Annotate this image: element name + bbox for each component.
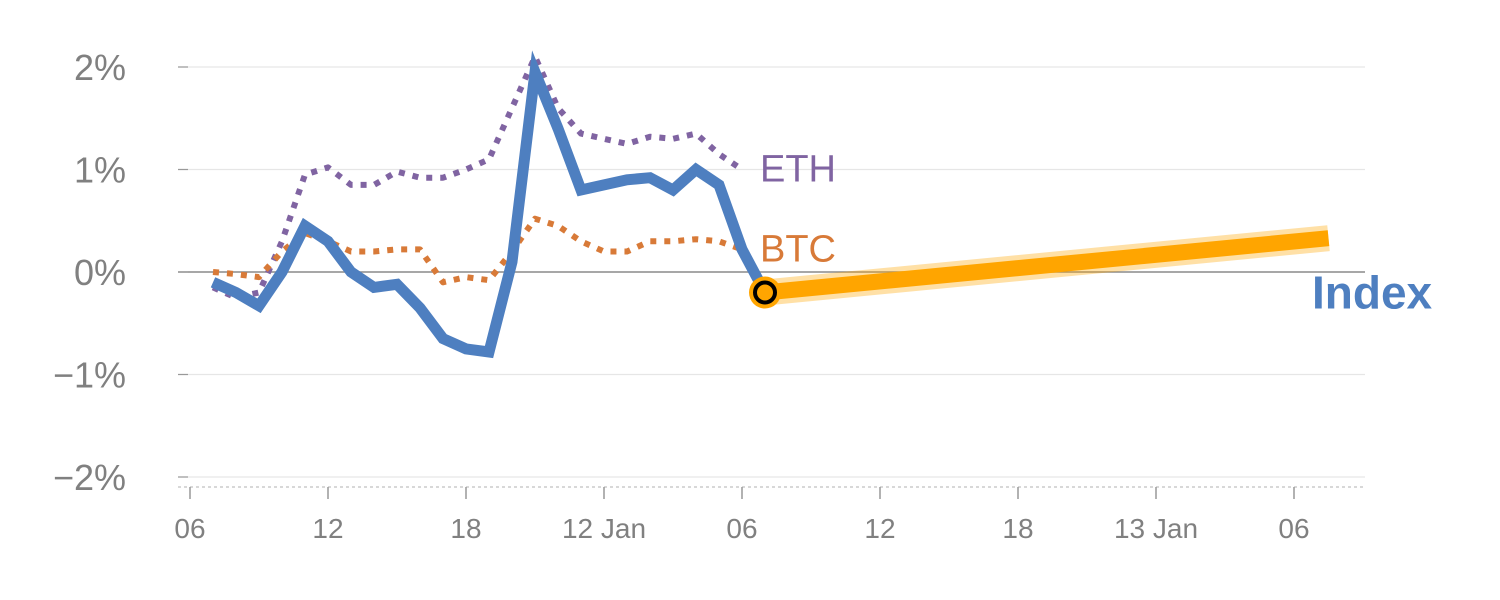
x-tick-label: 06 (726, 513, 757, 544)
current-point-marker (753, 280, 777, 305)
series-label-btc: BTC (760, 228, 836, 270)
y-tick-label: −2% (53, 457, 126, 498)
x-tick-label: 12 (864, 513, 895, 544)
x-tick-label: 06 (1278, 513, 1309, 544)
y-tick-label: 0% (74, 252, 126, 293)
axes: 2% 1% 0% −1% −2% 06 12 18 12 Jan 06 12 18 13 Jan 06 (53, 47, 1365, 544)
y-tick-label: 2% (74, 47, 126, 88)
x-tick-label: 06 (174, 513, 205, 544)
x-tick-label: 12 (312, 513, 343, 544)
x-tick-label: 13 Jan (1114, 513, 1198, 544)
x-tick-label: 18 (450, 513, 481, 544)
series-line-btc (212, 215, 743, 286)
series-label-index: Index (1312, 267, 1433, 319)
y-tick-label: −1% (53, 355, 126, 396)
forecast-line (764, 230, 1330, 301)
x-tick-label: 12 Jan (562, 513, 646, 544)
series-lines (210, 50, 1330, 359)
x-tick-label: 18 (1002, 513, 1033, 544)
y-tick-label: 1% (74, 150, 126, 191)
series-line-index (210, 50, 770, 359)
series-labels: ETH BTC Index (760, 149, 1433, 319)
series-label-eth: ETH (760, 149, 836, 191)
grid (178, 66, 1365, 478)
